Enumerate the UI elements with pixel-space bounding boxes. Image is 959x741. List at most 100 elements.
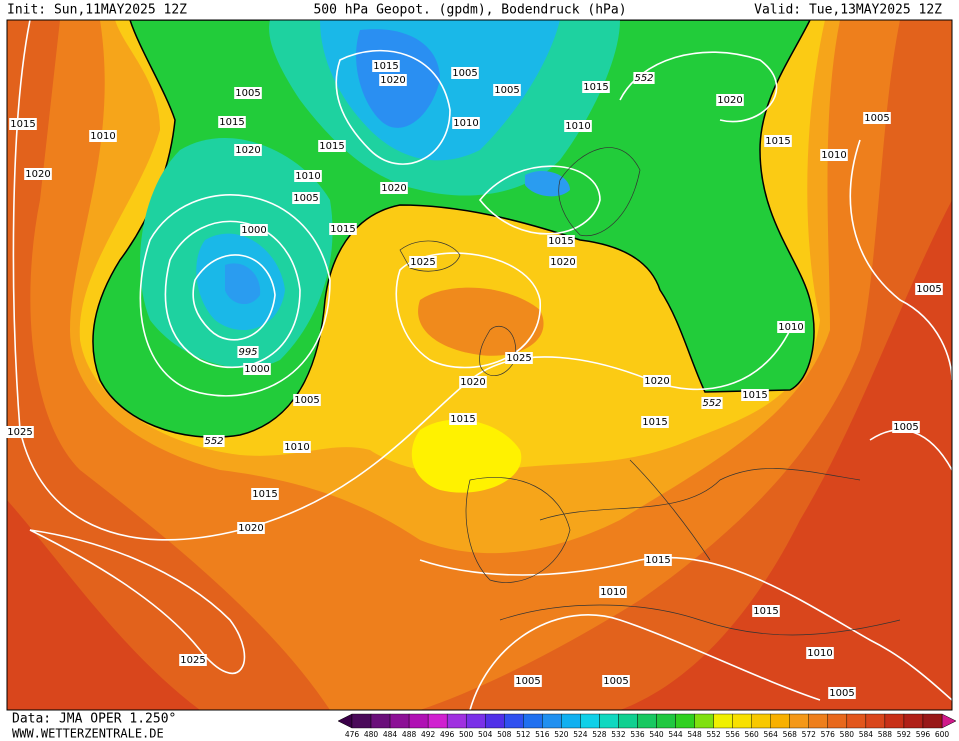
swatch bbox=[523, 713, 543, 729]
isobar-label: 1025 bbox=[7, 427, 32, 438]
isobar-label: 552 bbox=[204, 436, 223, 447]
swatch bbox=[884, 713, 905, 729]
isobar-label: 1015 bbox=[450, 414, 475, 425]
isobar-label: 1005 bbox=[494, 85, 519, 96]
colorbar-label: 512 bbox=[516, 730, 531, 739]
swatch bbox=[542, 713, 562, 729]
isobar-label: 552 bbox=[702, 398, 721, 409]
colorbar-label: 592 bbox=[897, 730, 912, 739]
isobar-label: 1025 bbox=[410, 257, 435, 268]
colorbar-label: 524 bbox=[573, 730, 588, 739]
isobar-label: 1005 bbox=[293, 193, 318, 204]
label-box bbox=[582, 81, 610, 93]
label-box bbox=[329, 223, 357, 235]
isobar-label: 1015 bbox=[10, 119, 35, 130]
label-box bbox=[409, 256, 437, 268]
colorbar-label: 548 bbox=[687, 730, 702, 739]
swatch bbox=[751, 713, 771, 729]
colorbar-label: 564 bbox=[764, 730, 779, 739]
isobar-label: 1010 bbox=[90, 131, 115, 142]
label-box bbox=[179, 654, 207, 666]
init-time: Init: Sun,11MAY2025 12Z bbox=[7, 3, 187, 18]
isobar-label: 1015 bbox=[753, 606, 778, 617]
swatch bbox=[922, 713, 943, 729]
swatch bbox=[504, 713, 524, 729]
isobar-label: 1020 bbox=[380, 75, 405, 86]
swatch bbox=[618, 713, 638, 729]
swatch bbox=[675, 713, 695, 729]
colorbar-label: 572 bbox=[802, 730, 817, 739]
colorbar-label: 556 bbox=[725, 730, 740, 739]
label-box bbox=[452, 117, 480, 129]
label-box bbox=[564, 120, 592, 132]
colorbar-label: 588 bbox=[878, 730, 893, 739]
label-box bbox=[283, 441, 311, 453]
isobar-label: 1020 bbox=[644, 376, 669, 387]
label-box bbox=[643, 375, 671, 387]
label-box bbox=[237, 522, 265, 534]
label-box bbox=[764, 135, 792, 147]
colorbar-label: 568 bbox=[783, 730, 798, 739]
site: WWW.WETTERZENTRALE.DE bbox=[12, 727, 164, 741]
isobar-label: 1000 bbox=[244, 364, 269, 375]
data-source: Data: JMA OPER 1.250° bbox=[12, 712, 176, 727]
swatch bbox=[903, 713, 924, 729]
valid-time: Valid: Tue,13MAY2025 12Z bbox=[754, 3, 942, 18]
isobar-label: 552 bbox=[634, 73, 653, 84]
label-box bbox=[505, 352, 533, 364]
isobar-label: 1020 bbox=[717, 95, 742, 106]
isobar-label: 1020 bbox=[460, 377, 485, 388]
isobar-label: 1010 bbox=[295, 171, 320, 182]
swatch bbox=[446, 713, 467, 729]
colorbar-label: 532 bbox=[611, 730, 626, 739]
label-box bbox=[892, 421, 920, 433]
label-box bbox=[806, 647, 834, 659]
isobar-label: 1015 bbox=[252, 489, 277, 500]
colorbar-label: 596 bbox=[916, 730, 931, 739]
isobar-label: 1000 bbox=[241, 225, 266, 236]
isobar-label: 1005 bbox=[452, 68, 477, 79]
isobar-label: 1025 bbox=[506, 353, 531, 364]
label-box bbox=[234, 87, 262, 99]
label-box bbox=[863, 112, 891, 124]
isobar-label: 1020 bbox=[550, 257, 575, 268]
isobar-label: 1005 bbox=[864, 113, 889, 124]
isobar-label: 1010 bbox=[821, 150, 846, 161]
isobar-label: 1015 bbox=[219, 117, 244, 128]
colorbar-label: 576 bbox=[821, 730, 836, 739]
swatch bbox=[732, 713, 752, 729]
swatch bbox=[865, 713, 886, 729]
colorbar-label: 508 bbox=[497, 730, 512, 739]
field bbox=[7, 20, 952, 710]
swatch bbox=[808, 713, 829, 729]
label-box bbox=[752, 605, 780, 617]
colorbar-label: 552 bbox=[706, 730, 721, 739]
colorbar: 476 480 484 488 492 496 500 504 508 512 516 520 524 5… bbox=[337, 713, 957, 739]
isobar-label: 1015 bbox=[642, 417, 667, 428]
swatch bbox=[827, 713, 848, 729]
label-box bbox=[218, 116, 246, 128]
colorbar-label: 504 bbox=[478, 730, 493, 739]
label-box bbox=[493, 84, 521, 96]
isobar-label: 1015 bbox=[373, 61, 398, 72]
swatch bbox=[599, 713, 619, 729]
label-box bbox=[602, 675, 630, 687]
label-box bbox=[372, 60, 400, 72]
isobar-label: 1015 bbox=[319, 141, 344, 152]
label-box bbox=[547, 235, 575, 247]
colorbar-label: 500 bbox=[459, 730, 474, 739]
isobar-label: 1005 bbox=[235, 88, 260, 99]
colorbar-label: 580 bbox=[840, 730, 855, 739]
label-box bbox=[915, 283, 943, 295]
label-box bbox=[633, 72, 655, 84]
isobar-label: 1005 bbox=[916, 284, 941, 295]
isobar-label: 1020 bbox=[235, 145, 260, 156]
swatch bbox=[465, 713, 486, 729]
label-box bbox=[380, 182, 408, 194]
colorbar-label: 584 bbox=[859, 730, 874, 739]
swatch bbox=[770, 713, 790, 729]
swatch bbox=[485, 713, 505, 729]
swatch bbox=[408, 713, 429, 729]
label-box bbox=[203, 435, 225, 447]
